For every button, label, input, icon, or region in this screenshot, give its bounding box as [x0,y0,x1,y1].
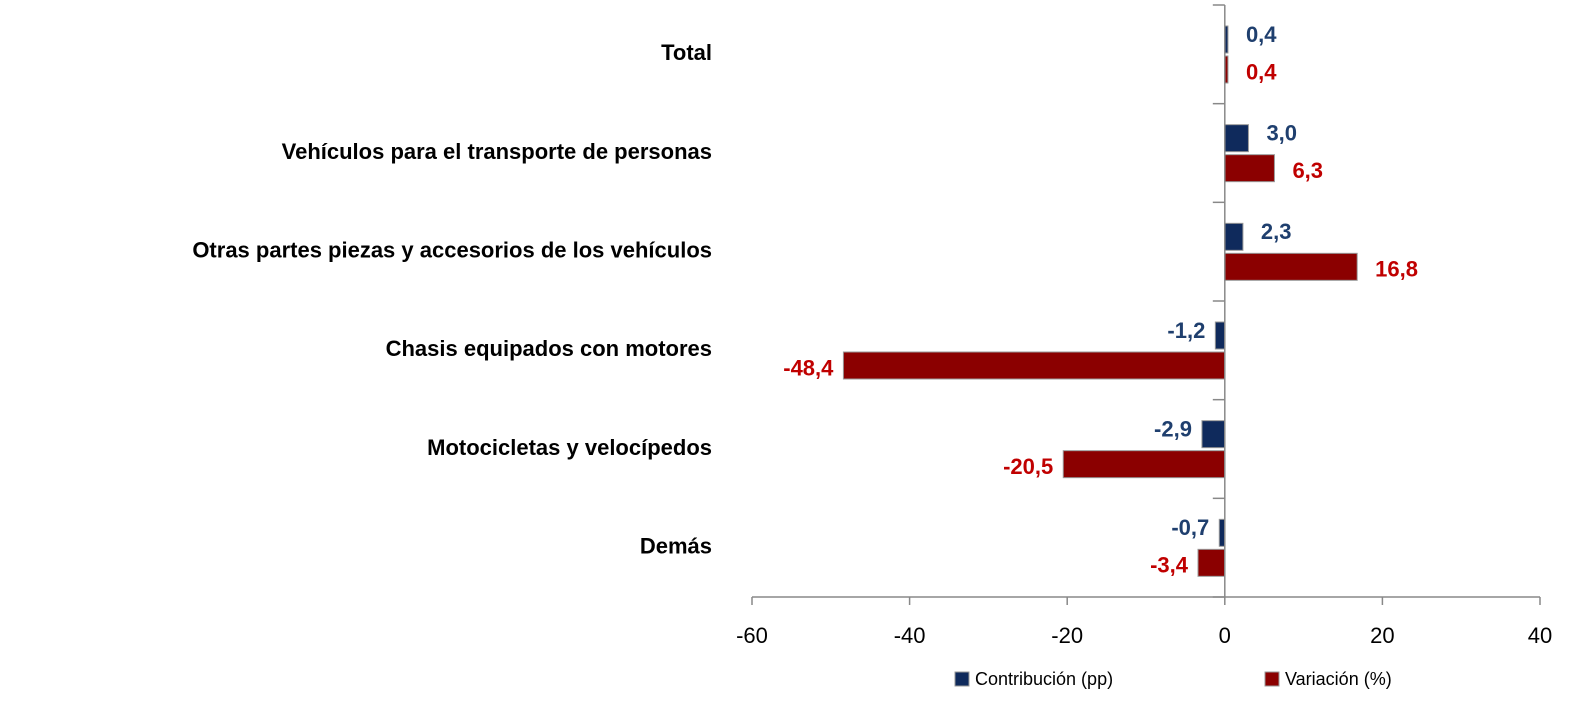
bar [1224,124,1249,153]
bar [1218,518,1226,547]
bar [1224,154,1275,183]
value-label: 16,8 [1375,257,1418,282]
category-label: Demás [640,533,712,558]
bar [1062,450,1226,479]
bar [1201,420,1226,449]
category-label: Vehículos para el transporte de personas [282,139,712,164]
legend-label: Variación (%) [1285,669,1392,689]
category-label: Otras partes piezas y accesorios de los … [192,237,712,262]
category-label: Total [661,40,712,65]
value-label: -2,9 [1154,416,1192,441]
value-label: -3,4 [1150,553,1189,578]
legend-swatch [1264,671,1280,687]
x-tick-label: 20 [1370,623,1394,648]
value-label: -20,5 [1003,454,1053,479]
category-label: Motocicletas y velocípedos [427,435,712,460]
value-label: 2,3 [1261,219,1292,244]
x-tick-label: -40 [894,623,926,648]
x-tick-label: 0 [1219,623,1231,648]
bar [1214,321,1226,350]
x-tick-label: 40 [1528,623,1552,648]
bar [842,351,1226,380]
bar [1197,548,1226,577]
value-label: 3,0 [1266,120,1297,145]
value-label: -1,2 [1167,318,1205,343]
value-label: 0,4 [1246,59,1277,84]
legend-label: Contribución (pp) [975,669,1113,689]
bar [1224,252,1358,281]
value-label: 6,3 [1292,158,1323,183]
value-label: -48,4 [783,355,834,380]
value-label: -0,7 [1171,515,1209,540]
x-tick-label: -20 [1051,623,1083,648]
category-label: Chasis equipados con motores [386,336,712,361]
value-label: 0,4 [1246,22,1277,47]
legend-swatch [954,671,970,687]
bar [1224,222,1244,251]
x-tick-label: -60 [736,623,768,648]
